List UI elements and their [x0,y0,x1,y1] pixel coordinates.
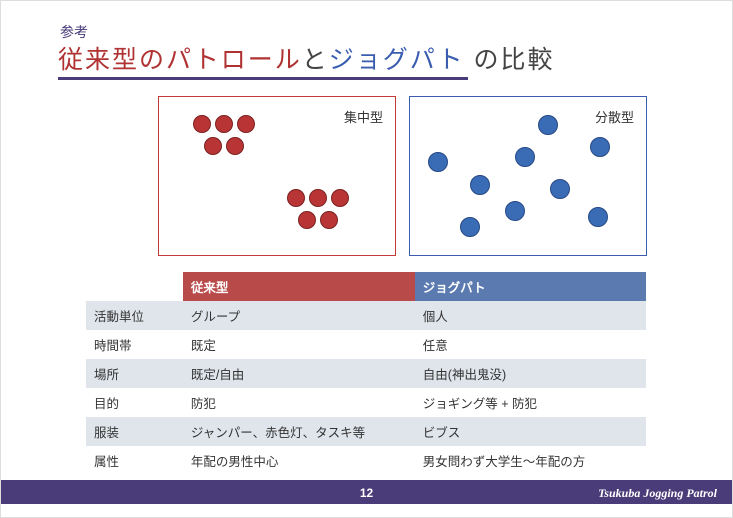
row-jogpat: 任意 [415,330,646,359]
reference-label: 参考 [60,22,88,42]
cluster-dot [287,189,305,207]
comparison-table: 従来型 ジョグパト 活動単位グループ個人時間帯既定任意場所既定/自由自由(神出鬼… [86,272,646,475]
row-conventional: 年配の男性中心 [183,446,415,475]
footer-brand: Tsukuba Jogging Patrol [598,482,717,504]
row-jogpat: ビブス [415,417,646,446]
row-jogpat: 男女問わず大学生～年配の方 [415,446,646,475]
scatter-dot [428,152,448,172]
comparison-panels: 集中型 分散型 [158,96,647,256]
scatter-dot [470,175,490,195]
row-jogpat: ジョギング等 + 防犯 [415,388,646,417]
row-label: 場所 [86,359,183,388]
table-row: 服装ジャンパー、赤色灯、タスキ等ビブス [86,417,646,446]
row-conventional: グループ [183,301,415,330]
table-header-conventional: 従来型 [183,272,415,301]
row-label: 目的 [86,388,183,417]
row-conventional: 既定/自由 [183,359,415,388]
scatter-dot [588,207,608,227]
title-seg-compare: の比較 [465,46,555,74]
row-label: 服装 [86,417,183,446]
row-conventional: 既定 [183,330,415,359]
row-label: 属性 [86,446,183,475]
title-seg-jogpat: ジョグパト [329,46,465,74]
slide: 参考 従来型のパトロールとジョグパト の比較 集中型 分散型 従来型 ジョグパト… [0,0,733,518]
panel-distributed: 分散型 [409,96,647,256]
scatter-dot [550,179,570,199]
cluster-dot [215,115,233,133]
cluster-dot [320,211,338,229]
scatter-dot [590,137,610,157]
scatter-dot [505,201,525,221]
table-header-blank [86,272,183,301]
cluster-dot [204,137,222,155]
row-conventional: 防犯 [183,388,415,417]
table-row: 属性年配の男性中心男女問わず大学生～年配の方 [86,446,646,475]
table-body: 活動単位グループ個人時間帯既定任意場所既定/自由自由(神出鬼没)目的防犯ジョギン… [86,301,646,475]
table-row: 活動単位グループ個人 [86,301,646,330]
title-seg-and: と [302,46,329,74]
table-row: 目的防犯ジョギング等 + 防犯 [86,388,646,417]
table-row: 時間帯既定任意 [86,330,646,359]
title-seg-conventional: 従来型のパトロール [58,46,302,74]
panel-concentrated: 集中型 [158,96,396,256]
panel-concentrated-label: 集中型 [344,107,383,126]
table-row: 場所既定/自由自由(神出鬼没) [86,359,646,388]
footer-bar: 12 Tsukuba Jogging Patrol [0,482,733,504]
table-header-jogpat: ジョグパト [415,272,646,301]
title-underline [58,77,468,80]
cluster-dot [226,137,244,155]
row-jogpat: 個人 [415,301,646,330]
panel-distributed-label: 分散型 [595,107,634,126]
table-header-row: 従来型 ジョグパト [86,272,646,301]
cluster-dot [193,115,211,133]
row-conventional: ジャンパー、赤色灯、タスキ等 [183,417,415,446]
cluster-dot [298,211,316,229]
row-label: 時間帯 [86,330,183,359]
cluster-dot [237,115,255,133]
cluster-dot [331,189,349,207]
row-label: 活動単位 [86,301,183,330]
scatter-dot [460,217,480,237]
cluster-dot [309,189,327,207]
scatter-dot [515,147,535,167]
page-number: 12 [350,482,383,504]
scatter-dot [538,115,558,135]
page-title: 従来型のパトロールとジョグパト の比較 [58,40,555,76]
row-jogpat: 自由(神出鬼没) [415,359,646,388]
